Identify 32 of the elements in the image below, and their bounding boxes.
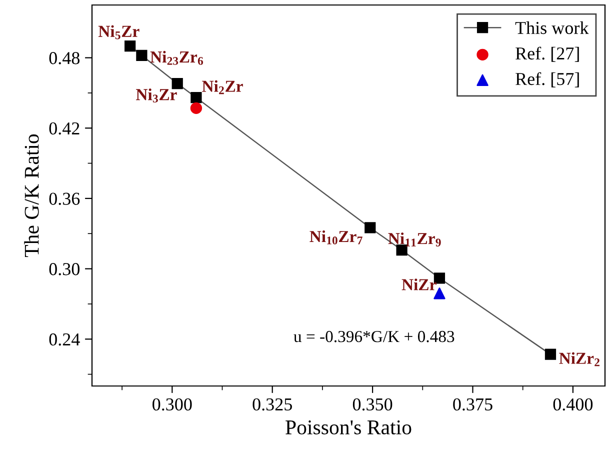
annotation: NiZr$_{2}$: [559, 352, 600, 366]
legend-label: Ref. [57]: [516, 72, 579, 88]
point: [190, 92, 202, 104]
legend-label: This work: [515, 21, 589, 34]
point: [544, 348, 556, 360]
annotation: Ni$_{10}$Zr$_{7}$: [310, 230, 362, 244]
annotation: Ni$_{3}$Zr: [136, 88, 177, 103]
x-axis-title: Poisson's Ratio: [286, 420, 412, 434]
point: [124, 40, 136, 52]
y-tick-label: 0.30: [49, 263, 80, 276]
x-tick-label: 0.350: [352, 398, 392, 411]
y-axis-title: The G/K Ratio: [24, 134, 39, 258]
point: [136, 50, 148, 61]
x-tick-label: 0.400: [553, 398, 593, 411]
annotation: Ni$_{23}$Zr$_{6}$: [150, 50, 204, 65]
y-tick-label: 0.42: [49, 122, 80, 135]
y-tick-label: 0.36: [49, 192, 80, 205]
y-tick-label: 0.24: [49, 333, 80, 346]
annotation: Ni$_{11}$Zr$_{9}$: [388, 232, 441, 246]
x-tick-label: 0.325: [252, 398, 292, 411]
point: [364, 222, 376, 234]
point: [396, 244, 408, 256]
annotation: NiZr: [402, 278, 436, 290]
y-tick-label: 0.48: [49, 52, 80, 64]
annotation: u = -0.396*G/K + 0.483: [294, 330, 454, 342]
annotation: Ni$_{5}$Zr: [98, 25, 140, 40]
point: [190, 102, 202, 114]
legend-label: Ref. [27]: [516, 46, 579, 62]
annotation: Ni$_{2}$Zr: [202, 80, 243, 94]
x-tick-label: 0.375: [453, 398, 492, 411]
x-tick-label: 0.300: [152, 398, 192, 411]
point: [172, 78, 183, 90]
